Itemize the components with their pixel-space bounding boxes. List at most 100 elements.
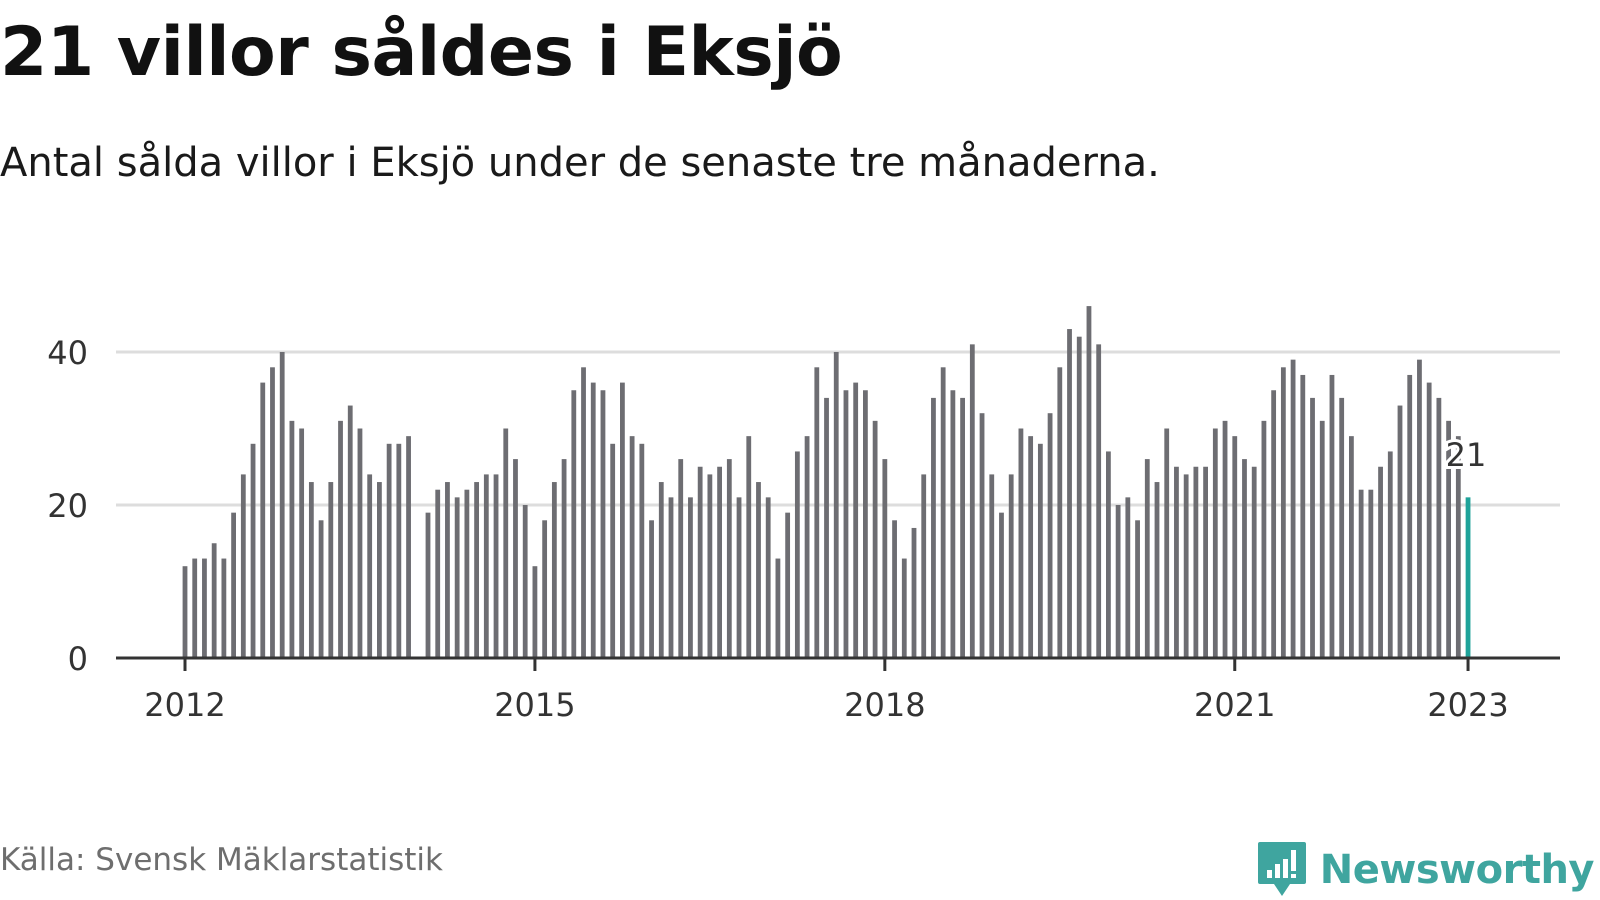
source-note: Källa: Svensk Mäklarstatistik [0, 842, 443, 878]
bar [377, 482, 382, 658]
bar [931, 397, 936, 658]
bar [785, 512, 791, 658]
bar [289, 420, 295, 658]
bar [260, 382, 266, 658]
bar [1290, 359, 1296, 658]
bar [367, 474, 373, 658]
bar [1329, 374, 1335, 658]
bar [1076, 336, 1082, 658]
bar [863, 390, 868, 658]
bar [1086, 306, 1092, 658]
bar [1358, 489, 1364, 658]
bar [843, 390, 849, 658]
bar [649, 520, 654, 658]
bar [1261, 420, 1267, 658]
bar [1135, 520, 1140, 658]
bar [736, 497, 742, 658]
bar [1280, 367, 1286, 658]
x-tick-label: 2018 [844, 686, 925, 724]
bar [824, 397, 829, 658]
bar [590, 382, 596, 658]
bar [600, 390, 606, 658]
bar [1300, 374, 1306, 658]
bar [503, 428, 509, 658]
bar [1028, 436, 1034, 658]
bar [882, 459, 888, 658]
bar [940, 367, 946, 658]
bar [1115, 505, 1121, 658]
bar [707, 474, 713, 658]
bar [571, 390, 577, 658]
bar [1008, 474, 1014, 658]
bar [406, 436, 411, 658]
bar [678, 459, 684, 658]
bar [1203, 466, 1208, 658]
bar [513, 459, 518, 658]
bar [629, 436, 635, 658]
bar [1319, 420, 1325, 658]
bar [639, 443, 645, 658]
bar [794, 451, 800, 658]
bar [551, 482, 557, 658]
bar [1407, 374, 1413, 658]
bar [1426, 382, 1432, 658]
bar [425, 512, 431, 658]
bar [347, 405, 353, 658]
bar [464, 489, 470, 658]
bar [999, 512, 1004, 658]
bar [1436, 397, 1442, 658]
bar [872, 420, 878, 658]
newsworthy-brand[interactable]: Newsworthy [1256, 840, 1595, 900]
bar [979, 413, 985, 658]
bar [581, 367, 586, 658]
bar [454, 497, 460, 658]
bar [620, 382, 625, 658]
bar [1144, 459, 1150, 658]
bar-chart-speech-bubble-icon [1257, 842, 1306, 896]
bar [1251, 466, 1257, 658]
bar [668, 497, 674, 658]
bar [445, 482, 450, 658]
bar-highlight [1465, 497, 1471, 658]
bar [386, 443, 392, 658]
bar [833, 352, 839, 658]
bar [396, 443, 402, 658]
bar [202, 558, 207, 658]
bar-chart: 0 20 40 2012 2015 2018 2021 2023 21 [47, 306, 1560, 724]
brand-name: Newsworthy [1319, 847, 1595, 893]
bar [717, 466, 722, 658]
bar [308, 482, 314, 658]
x-tick-label: 2012 [144, 686, 225, 724]
bar [483, 474, 489, 658]
bar [328, 482, 334, 658]
bar [1174, 466, 1179, 658]
bar [1378, 466, 1383, 658]
bar [1232, 436, 1238, 658]
bar [240, 474, 246, 658]
bar [1397, 405, 1403, 658]
bar [231, 512, 236, 658]
x-tick-label: 2015 [494, 686, 575, 724]
bar [892, 520, 897, 658]
y-tick-label: 20 [47, 487, 88, 525]
bar [357, 428, 363, 658]
bar [911, 527, 917, 658]
bar [1193, 466, 1199, 658]
bar [435, 489, 441, 658]
bar [1339, 397, 1345, 658]
bar [726, 459, 732, 658]
bar [969, 344, 975, 658]
y-tick-label: 40 [47, 334, 88, 372]
bar [542, 520, 548, 658]
y-tick-label: 0 [68, 640, 88, 678]
latest-value-label: 21 [1446, 436, 1487, 474]
bar [1446, 420, 1451, 658]
bar [1387, 451, 1393, 658]
bar [1096, 344, 1102, 658]
bar [775, 558, 781, 658]
bar [1310, 397, 1315, 658]
bar [532, 566, 538, 658]
chart-subtitle: Antal sålda villor i Eksjö under de sena… [0, 140, 1160, 186]
bar [270, 367, 275, 658]
bar [1212, 428, 1218, 658]
